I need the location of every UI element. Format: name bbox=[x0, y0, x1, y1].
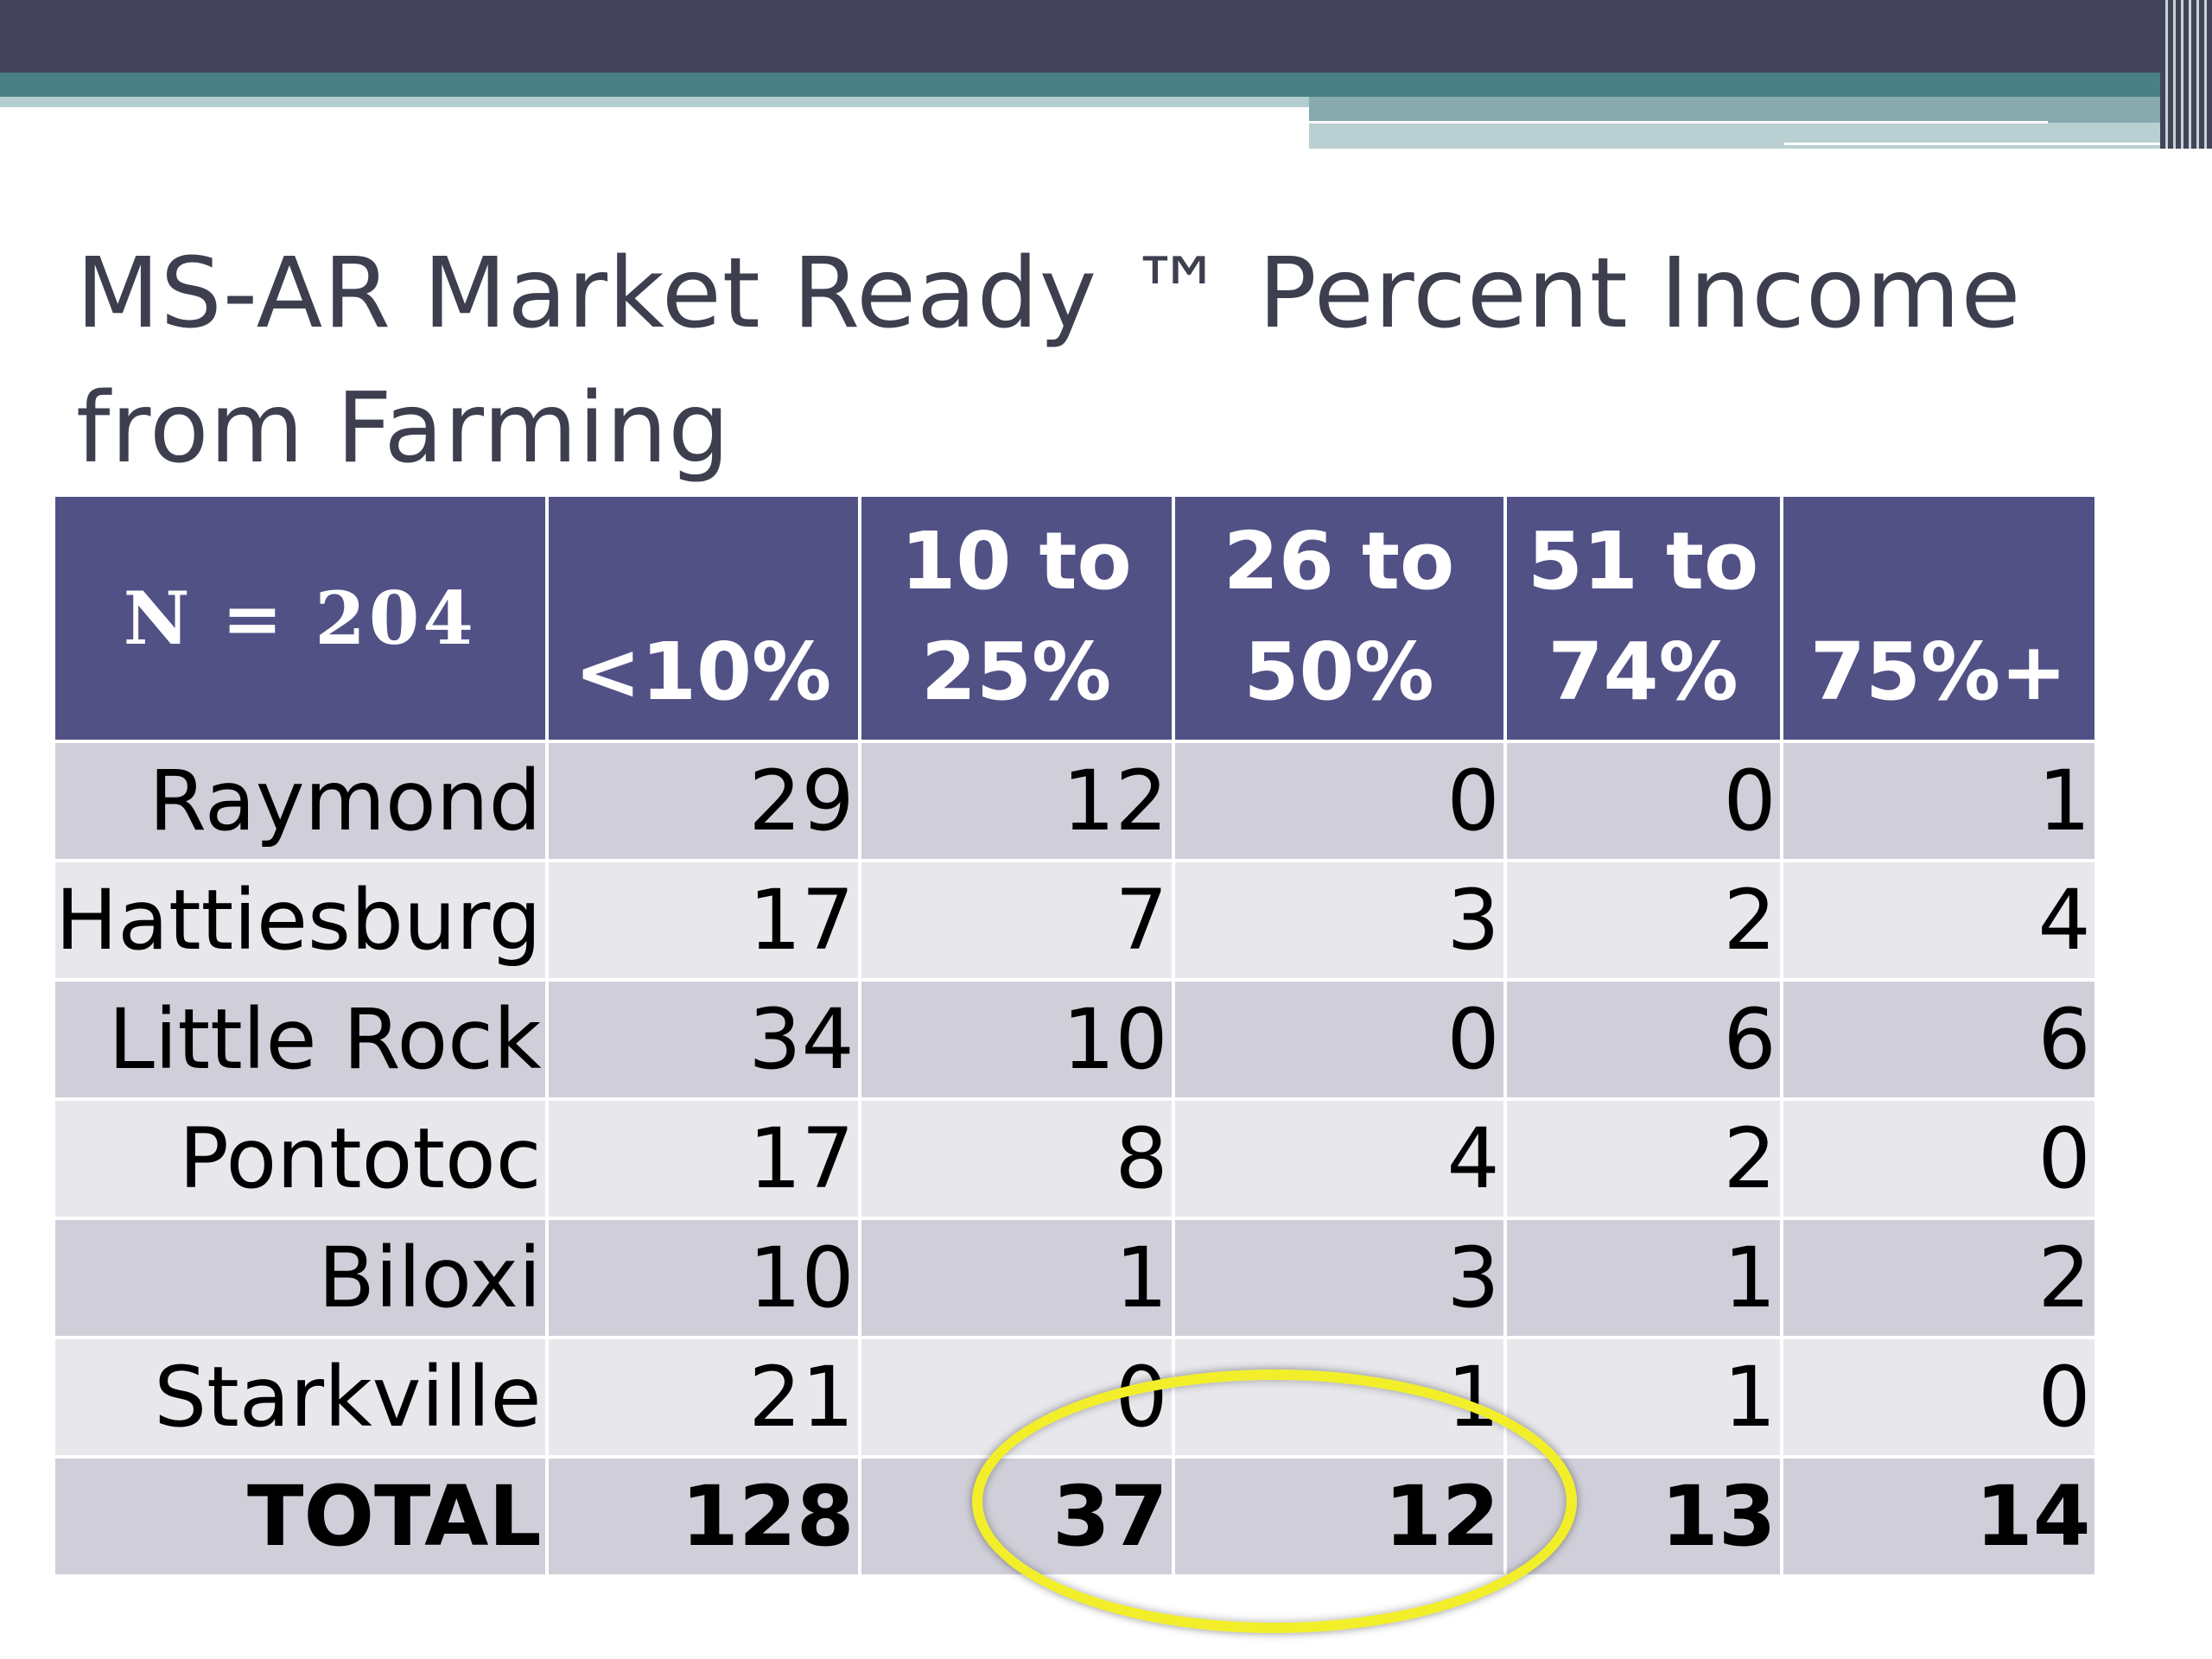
table-cell: 0 bbox=[857, 1336, 1175, 1459]
table-cell: 3 bbox=[1171, 859, 1507, 982]
banner-teal-band bbox=[0, 73, 2212, 97]
table-cell: 0 bbox=[1171, 978, 1507, 1101]
total-cell: 13 bbox=[1503, 1455, 1783, 1578]
column-header: 51 to 74% bbox=[1503, 497, 1783, 741]
table-cell: 1 bbox=[1779, 740, 2094, 862]
table-cell: 2 bbox=[1503, 859, 1783, 982]
total-label: TOTAL bbox=[55, 1455, 549, 1578]
table-cell: 34 bbox=[544, 978, 861, 1101]
table-cell: 0 bbox=[1503, 740, 1783, 862]
table-cell: 17 bbox=[544, 859, 861, 982]
row-label: Pontotoc bbox=[55, 1097, 549, 1220]
banner-light-band bbox=[0, 97, 1309, 107]
row-label: Biloxi bbox=[55, 1217, 549, 1339]
table-cell: 2 bbox=[1503, 1097, 1783, 1220]
table-row: Little Rock 34 10 0 6 6 bbox=[55, 978, 2094, 1101]
row-label: Hattiesburg bbox=[55, 859, 549, 982]
total-cell: 37 bbox=[857, 1455, 1175, 1578]
table-cell: 0 bbox=[1779, 1097, 2094, 1220]
row-label: Raymond bbox=[55, 740, 549, 862]
total-row: TOTAL 128 37 12 13 14 bbox=[55, 1455, 2094, 1578]
income-table: N = 204 <10% 10 to 25% 26 to 50% 51 to 7… bbox=[55, 497, 2094, 1578]
table-row: Pontotoc 17 8 4 2 0 bbox=[55, 1097, 2094, 1220]
table-cell: 4 bbox=[1779, 859, 2094, 982]
total-cell: 128 bbox=[544, 1455, 861, 1578]
banner-edge-stripes bbox=[2160, 0, 2212, 149]
table-cell: 17 bbox=[544, 1097, 861, 1220]
table-cell: 8 bbox=[857, 1097, 1175, 1220]
table-cell: 4 bbox=[1171, 1097, 1507, 1220]
column-header: 75%+ bbox=[1779, 497, 2094, 741]
table-cell: 3 bbox=[1171, 1217, 1507, 1339]
column-header: 10 to 25% bbox=[857, 497, 1175, 741]
table-cell: 10 bbox=[544, 1217, 861, 1339]
table-row: Raymond 29 12 0 0 1 bbox=[55, 740, 2094, 862]
table-cell: 2 bbox=[1779, 1217, 2094, 1339]
banner-divider-line bbox=[1309, 121, 2048, 124]
row-label: Little Rock bbox=[55, 978, 549, 1101]
banner-step-band bbox=[1309, 97, 2212, 123]
table-row: Biloxi 10 1 3 1 2 bbox=[55, 1217, 2094, 1339]
table-cell: 10 bbox=[857, 978, 1175, 1101]
table-cell: 12 bbox=[857, 740, 1175, 862]
table-cell: 1 bbox=[857, 1217, 1175, 1339]
table-cell: 7 bbox=[857, 859, 1175, 982]
banner-dark-band bbox=[0, 0, 2212, 73]
column-header: <10% bbox=[544, 497, 861, 741]
sample-size-header: N = 204 bbox=[55, 497, 549, 741]
slide-title: MS-AR Market Ready ™ Percent Income from… bbox=[76, 238, 2022, 485]
banner-divider-line bbox=[1784, 143, 2212, 145]
table-cell: 6 bbox=[1503, 978, 1783, 1101]
table-header-row: N = 204 <10% 10 to 25% 26 to 50% 51 to 7… bbox=[55, 497, 2094, 741]
table-cell: 1 bbox=[1503, 1336, 1783, 1459]
table-cell: 1 bbox=[1503, 1217, 1783, 1339]
total-cell: 14 bbox=[1779, 1455, 2094, 1578]
table-cell: 0 bbox=[1171, 740, 1507, 862]
table-cell: 29 bbox=[544, 740, 861, 862]
table-cell: 6 bbox=[1779, 978, 2094, 1101]
table-cell: 1 bbox=[1171, 1336, 1507, 1459]
table-cell: 0 bbox=[1779, 1336, 2094, 1459]
row-label: Starkville bbox=[55, 1336, 549, 1459]
table-cell: 21 bbox=[544, 1336, 861, 1459]
table-row: Starkville 21 0 1 1 0 bbox=[55, 1336, 2094, 1459]
table-row: Hattiesburg 17 7 3 2 4 bbox=[55, 859, 2094, 982]
total-cell: 12 bbox=[1171, 1455, 1507, 1578]
column-header: 26 to 50% bbox=[1171, 497, 1507, 741]
